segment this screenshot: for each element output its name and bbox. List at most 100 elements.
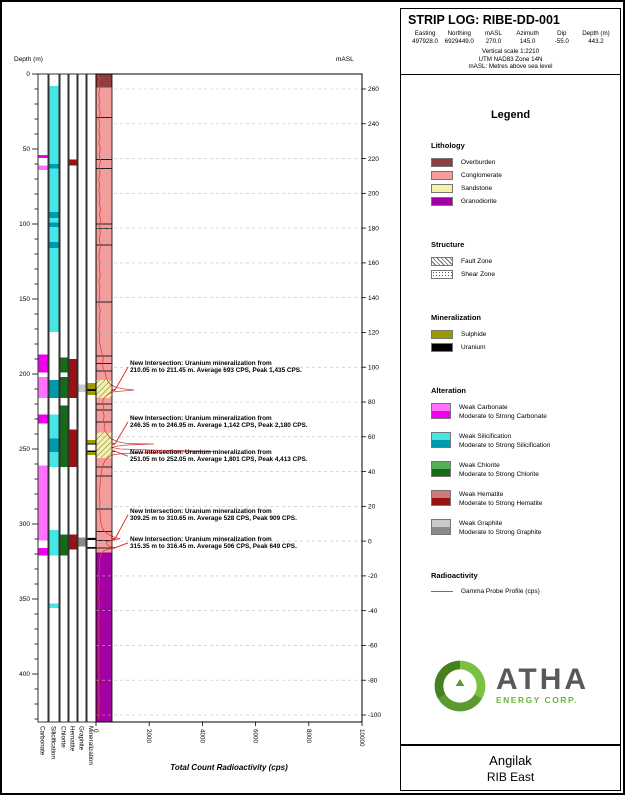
svg-text:180: 180 <box>368 225 379 232</box>
legend-item-label: Weak Carbonate Moderate to Strong Carbona… <box>459 403 547 420</box>
svg-text:100: 100 <box>368 364 379 371</box>
legend-item: Gamma Probe Profile (cps) <box>431 588 620 595</box>
legend-swatch <box>431 402 451 419</box>
svg-text:80: 80 <box>368 399 376 406</box>
depth-axis-title: Depth (m) <box>14 56 43 63</box>
atha-logo: ATHA ENERGY CORP. <box>401 658 620 714</box>
svg-text:350: 350 <box>19 596 30 603</box>
legend-swatch <box>431 590 453 592</box>
legend-section-heading: Lithology <box>431 140 465 150</box>
svg-text:4000: 4000 <box>198 729 205 744</box>
legend-item-label: Weak Chlorite Moderate to Strong Chlorite <box>459 461 539 478</box>
svg-text:Graphite: Graphite <box>78 726 85 751</box>
legend-swatch <box>431 329 453 339</box>
legend-swatch <box>431 196 453 206</box>
legend-item-label: Weak Hematite Moderate to Strong Hematite <box>459 490 543 507</box>
legend-item: Sulphide <box>431 329 620 339</box>
legend-item-label: Granodiorite <box>461 197 497 205</box>
collar-info-cell: Northing 6929449.0 <box>444 30 474 45</box>
svg-text:260: 260 <box>368 86 379 93</box>
svg-text:Mineralization: Mineralization <box>87 726 94 765</box>
svg-text:150: 150 <box>19 296 30 303</box>
area-name: RIB East <box>486 769 535 784</box>
svg-text:6000: 6000 <box>252 729 259 744</box>
svg-text:400: 400 <box>19 671 30 678</box>
svg-text:200: 200 <box>19 371 30 378</box>
legend-section-heading: Alteration <box>431 385 467 395</box>
svg-text:200: 200 <box>368 191 379 198</box>
svg-text:250: 250 <box>19 446 30 453</box>
svg-text:-100: -100 <box>368 712 381 719</box>
collar-info-cell: Azimuth 145.0 <box>516 30 539 45</box>
svg-text:Hematite: Hematite <box>69 726 76 752</box>
legend-section-heading: Structure <box>431 239 465 249</box>
legend-item: Weak Chlorite Moderate to Strong Chlorite <box>431 460 620 479</box>
legend-section-radioactivity: Radioactivity Gamma Probe Profile (cps) <box>431 571 620 595</box>
legend-swatch <box>431 460 451 477</box>
svg-text:240: 240 <box>368 121 379 128</box>
legend-box: Legend Lithology Overburden Conglomerate Sa… <box>400 74 621 745</box>
alteration-tracks <box>37 73 97 723</box>
legend-item: Weak Silicification Moderate to Strong Si… <box>431 431 620 450</box>
intersection-annotation: New Intersection: Uranium mineralization… <box>130 449 308 464</box>
strip-log-title: STRIP LOG: RIBE-DD-001 <box>408 13 560 27</box>
svg-text:Chlorite: Chlorite <box>60 726 67 748</box>
svg-text:-80: -80 <box>368 677 378 684</box>
svg-text:140: 140 <box>368 295 379 302</box>
legend-item-label: Weak Graphite Moderate to Strong Graphite <box>459 519 542 536</box>
atha-logo-icon <box>434 660 486 712</box>
svg-text:0: 0 <box>92 729 99 733</box>
legend-swatch <box>431 183 453 193</box>
legend-item: Overburden <box>431 157 620 167</box>
legend-section-heading: Mineralization <box>431 312 482 322</box>
legend-item-label: Overburden <box>461 158 496 166</box>
svg-text:Silicification: Silicification <box>50 726 57 759</box>
legend-swatch <box>431 269 453 279</box>
legend-item: Shear Zone <box>431 269 620 279</box>
logo-subtitle: ENERGY CORP. <box>495 695 578 705</box>
legend-item: Fault Zone <box>431 256 620 266</box>
intersection-annotation: New Intersection: Uranium mineralization… <box>130 507 297 522</box>
svg-text:120: 120 <box>368 330 379 337</box>
legend-section-heading: Radioactivity <box>431 570 478 580</box>
legend-swatch <box>431 170 453 180</box>
logo-wordmark: ATHA <box>495 663 590 696</box>
svg-text:0: 0 <box>368 538 372 545</box>
info-legend-panel: STRIP LOG: RIBE-DD-001 Easting 497928.0 No… <box>400 8 621 791</box>
cps-axis-title: Total Count Radioactivity (cps) <box>170 763 288 772</box>
legend-swatch <box>431 518 451 535</box>
legend-section-alteration: Alteration Weak Carbonate Moderate to Stro… <box>431 386 620 537</box>
header-notes: Vertical scale 1:2210 UTM NAD83 Zone 14N m… <box>408 48 613 71</box>
header-note: Vertical scale 1:2210 <box>481 48 540 55</box>
legend-item-label: Uranium <box>461 343 486 351</box>
legend-sections: Lithology Overburden Conglomerate Sandstone… <box>401 121 620 595</box>
header-note: mASL: Metres above sea level <box>468 63 553 70</box>
atha-logo-text: ATHA ENERGY CORP. <box>495 663 590 706</box>
legend-section-lithology: Lithology Overburden Conglomerate Sandstone… <box>431 141 620 206</box>
svg-text:50: 50 <box>23 146 31 153</box>
svg-text:2000: 2000 <box>145 729 152 744</box>
svg-text:-40: -40 <box>368 608 378 615</box>
strip-log-svg: 260240220200180160140120100806040200-20-… <box>19 71 381 765</box>
intersection-annotation: New Intersection: Uranium mineralization… <box>130 360 302 375</box>
legend-item-label: Shear Zone <box>461 270 495 278</box>
legend-item-label: Conglomerate <box>461 171 502 179</box>
annotation-leaders <box>112 366 129 549</box>
svg-text:160: 160 <box>368 260 379 267</box>
collar-info-cell: Depth (m) 443.2 <box>582 30 610 45</box>
footer-box: Angilak RIB East <box>400 745 621 791</box>
gamma-profile-line <box>96 73 214 720</box>
legend-item-label: Gamma Probe Profile (cps) <box>461 587 540 595</box>
svg-text:10000: 10000 <box>358 729 365 747</box>
svg-text:220: 220 <box>368 156 379 163</box>
intersection-annotation: New Intersection: Uranium mineralization… <box>130 535 297 550</box>
masl-axis-title: mASL <box>336 56 354 63</box>
legend-item: Conglomerate <box>431 170 620 180</box>
svg-text:Carbonate: Carbonate <box>39 726 46 756</box>
legend-item-label: Weak Silicification Moderate to Strong Si… <box>459 432 551 449</box>
legend-swatch <box>431 256 453 266</box>
legend-title: Legend <box>490 108 531 121</box>
collar-info-cell: Easting 497928.0 <box>412 30 438 45</box>
svg-text:60: 60 <box>368 434 376 441</box>
